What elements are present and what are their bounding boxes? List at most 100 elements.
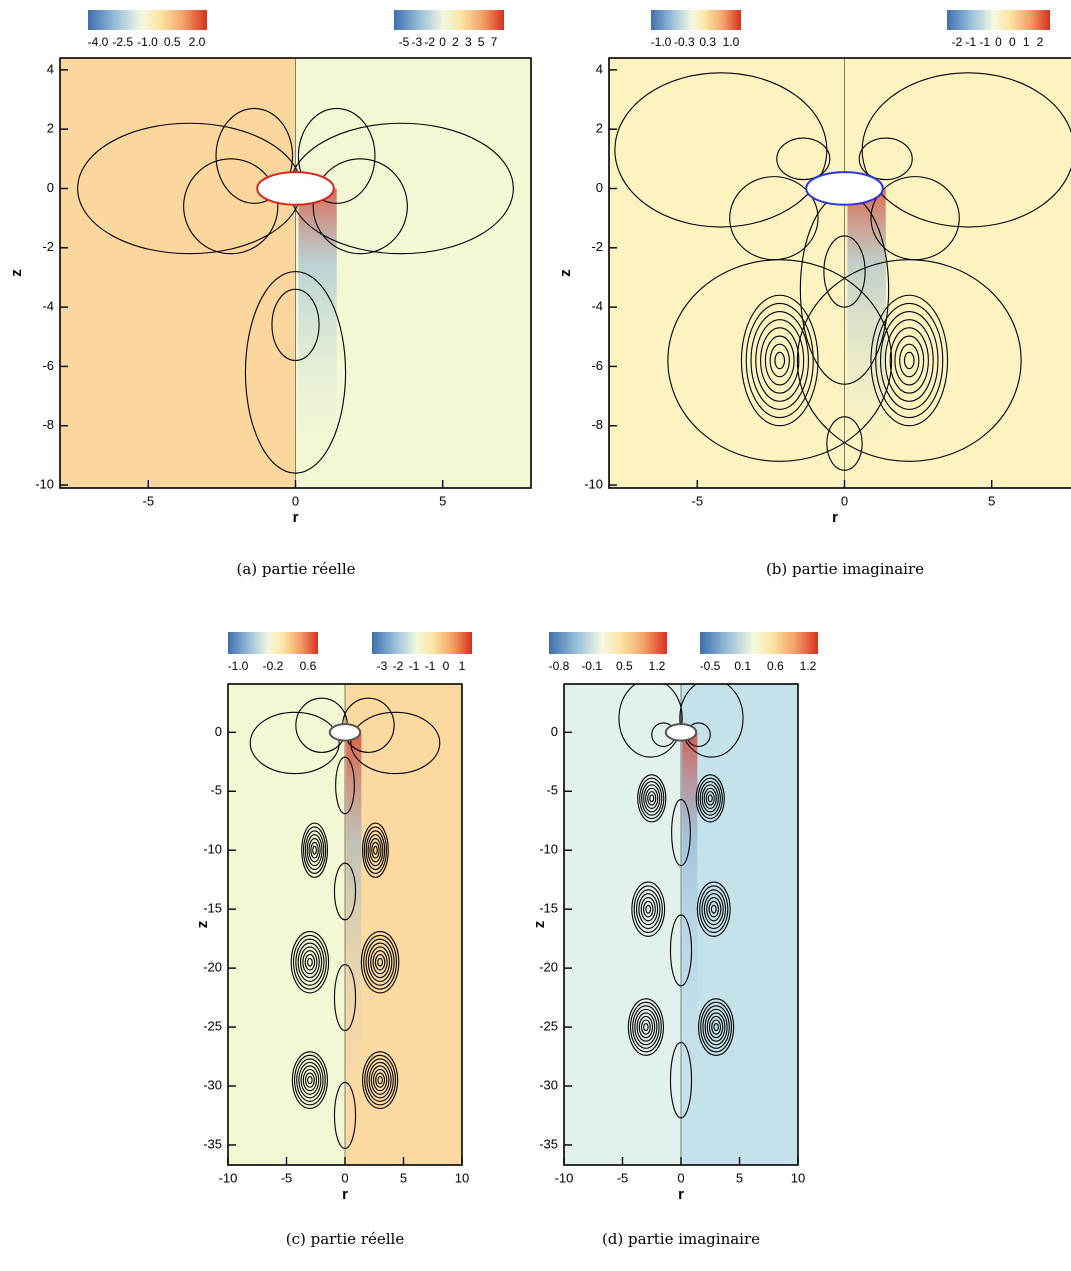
colorbar-tick-label: -1 — [979, 35, 990, 49]
colorbar-tick-label: 0.5 — [164, 35, 181, 49]
colorbar-tick-label: 1.2 — [800, 659, 817, 673]
colorbar-tick-label: 0.1 — [734, 659, 751, 673]
vortex-streamline — [870, 294, 949, 427]
vortex-streamline — [308, 838, 321, 863]
vortex-streamline — [307, 957, 313, 967]
y-tick-label: -4 — [42, 299, 54, 314]
x-tick-label: -10 — [555, 1170, 574, 1185]
y-tick-label: -30 — [539, 1077, 558, 1092]
x-axis-label: r — [832, 509, 838, 526]
vortex-streamline — [363, 826, 388, 875]
vortex-streamline — [637, 774, 667, 823]
body — [256, 171, 335, 206]
body — [664, 723, 698, 742]
colorbar-tick-label: -2 — [424, 35, 435, 49]
body — [328, 723, 362, 742]
y-tick-label: -4 — [591, 299, 603, 314]
vortex-streamline — [697, 998, 735, 1056]
colorbar-tick-label: -2 — [393, 659, 404, 673]
x-tick-label: 5 — [400, 1170, 407, 1185]
vortex-streamline — [302, 1068, 318, 1092]
streamline — [183, 158, 279, 255]
vortex-streamline — [649, 794, 655, 803]
vortex-streamline — [701, 784, 719, 813]
colorbar-tick-label: -3 — [377, 659, 388, 673]
vortex-streamline — [633, 885, 663, 933]
colorbar-tick-label: 2.0 — [189, 35, 206, 49]
vortex-streamline — [635, 889, 661, 930]
y-tick-label: -35 — [539, 1136, 558, 1151]
colorbar — [947, 10, 1050, 30]
plot-area — [564, 684, 798, 1165]
vortex-streamline — [627, 998, 665, 1056]
x-tick-label: 5 — [736, 1170, 743, 1185]
vortex-streamline — [298, 1061, 322, 1099]
vortex-streamline — [903, 351, 915, 370]
colorbar — [228, 632, 318, 654]
colorbar-tick-label: -1.0 — [137, 35, 158, 49]
field-left — [564, 684, 681, 1165]
y-tick-label: -2 — [42, 239, 54, 254]
colorbar-tick-label: 5 — [478, 35, 485, 49]
vortex-streamline — [695, 774, 725, 823]
vortex-streamline — [894, 335, 925, 386]
colorbar-tick-label: -0.3 — [674, 35, 695, 49]
colorbar-tick-label: -1 — [425, 659, 436, 673]
field-right — [681, 684, 798, 1165]
streamline — [671, 798, 691, 867]
y-tick-label: -8 — [42, 417, 54, 432]
wake-stripe — [682, 732, 698, 1101]
streamline — [312, 158, 408, 255]
vortex-streamline — [880, 311, 939, 410]
colorbar-tick-label: 0.3 — [699, 35, 716, 49]
y-tick-label: 4 — [47, 61, 54, 76]
y-tick-label: -10 — [584, 476, 603, 491]
vortex-streamline — [699, 780, 721, 816]
y-tick-label: -6 — [591, 358, 603, 373]
vortex-streamline — [304, 1072, 315, 1088]
vortex-streamline — [375, 1072, 386, 1088]
vortex-streamline — [362, 822, 389, 878]
colorbar-tick-label: -1.0 — [228, 659, 249, 673]
colorbar-tick-label: 1.2 — [649, 659, 666, 673]
vortex-streamline — [362, 1051, 399, 1109]
y-axis-label: z — [194, 921, 211, 929]
colorbar-tick-label: 0.6 — [767, 659, 784, 673]
colorbar — [700, 632, 818, 654]
vortex-streamline — [702, 1005, 730, 1049]
vortex-streamline — [292, 934, 327, 990]
vortex-streamline — [364, 1054, 397, 1106]
colorbar-tick-label: 2 — [452, 35, 459, 49]
vortex-streamline — [639, 777, 665, 820]
y-tick-label: 0 — [215, 724, 222, 739]
y-tick-label: -25 — [203, 1019, 222, 1034]
colorbar-tick-label: -0.2 — [263, 659, 284, 673]
colorbar — [549, 632, 667, 654]
vortex-streamline — [706, 1012, 726, 1042]
y-tick-label: -15 — [539, 901, 558, 916]
y-tick-label: -25 — [539, 1019, 558, 1034]
vortex-streamline — [365, 938, 395, 986]
vortex-streamline — [750, 311, 809, 410]
vortex-streamline — [703, 893, 724, 926]
colorbar-tick-label: -5 — [399, 35, 410, 49]
vortex-streamline — [636, 1012, 656, 1042]
streamline — [826, 416, 863, 471]
streamline — [271, 288, 320, 362]
y-tick-label: -20 — [203, 960, 222, 975]
vortex-streamline — [875, 302, 944, 419]
colorbar-tick-label: -3 — [412, 35, 423, 49]
streamline — [249, 711, 340, 775]
y-tick-label: -10 — [539, 842, 558, 857]
vortex-streamline — [366, 1058, 394, 1102]
x-tick-label: 10 — [455, 1170, 469, 1185]
vortex-streamline — [306, 834, 323, 867]
vortex-streamline — [302, 826, 327, 875]
caption: (c) partie réelle — [286, 1230, 405, 1248]
vortex-streamline — [299, 946, 320, 979]
y-tick-label: -10 — [203, 842, 222, 857]
vortex-streamline — [645, 787, 659, 810]
x-tick-label: 5 — [439, 493, 446, 508]
x-axis-label: r — [342, 1186, 348, 1203]
y-tick-label: 4 — [596, 61, 603, 76]
